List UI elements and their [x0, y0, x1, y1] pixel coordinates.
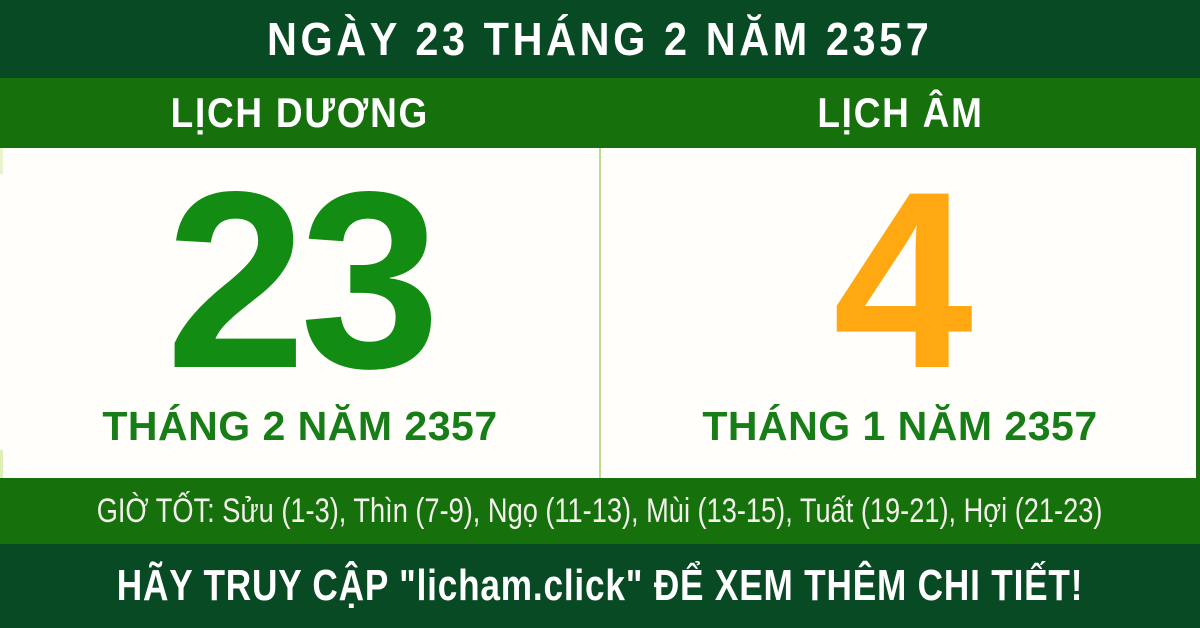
lunar-day-number: 4 [832, 140, 973, 421]
lunar-date-panel: 4 THÁNG 1 NĂM 2357 [600, 148, 1200, 478]
solar-date-panel: 23 THÁNG 2 NĂM 2357 [0, 148, 600, 478]
right-edge-strip [1196, 148, 1200, 478]
calendar-content: 23 THÁNG 2 NĂM 2357 4 THÁNG 1 NĂM 2357 [0, 148, 1200, 478]
good-hours-text: GIỜ TỐT: Sửu (1-3), Thìn (7-9), Ngọ (11-… [97, 492, 1103, 531]
date-title-bar: NGÀY 23 THÁNG 2 NĂM 2357 [0, 0, 1200, 78]
footer-bar: HÃY TRUY CẬP "licham.click" ĐỂ XEM THÊM … [0, 544, 1200, 628]
solar-day-number: 23 [165, 140, 440, 421]
solar-header-cell: LỊCH DƯƠNG [0, 78, 600, 148]
date-title: NGÀY 23 THÁNG 2 NĂM 2357 [267, 13, 933, 65]
calendar-type-header: LỊCH DƯƠNG LỊCH ÂM [0, 78, 1200, 148]
solar-calendar-label: LỊCH DƯƠNG [170, 89, 430, 136]
panel-divider [599, 148, 601, 478]
left-edge-sliver-bottom [0, 450, 3, 478]
footer-message: HÃY TRUY CẬP "licham.click" ĐỂ XEM THÊM … [116, 561, 1084, 610]
lunar-header-cell: LỊCH ÂM [600, 78, 1200, 148]
good-hours-list: Sửu (1-3), Thìn (7-9), Ngọ (11-13), Mùi … [222, 491, 1103, 530]
lunar-calendar-label: LỊCH ÂM [816, 89, 984, 136]
left-edge-sliver-top [0, 148, 3, 174]
good-hours-label: GIỜ TỐT: [97, 491, 216, 530]
good-hours-bar: GIỜ TỐT: Sửu (1-3), Thìn (7-9), Ngọ (11-… [0, 478, 1200, 544]
lunar-month-year-label: THÁNG 1 NĂM 2357 [702, 403, 1098, 449]
solar-month-year-label: THÁNG 2 NĂM 2357 [102, 403, 498, 449]
